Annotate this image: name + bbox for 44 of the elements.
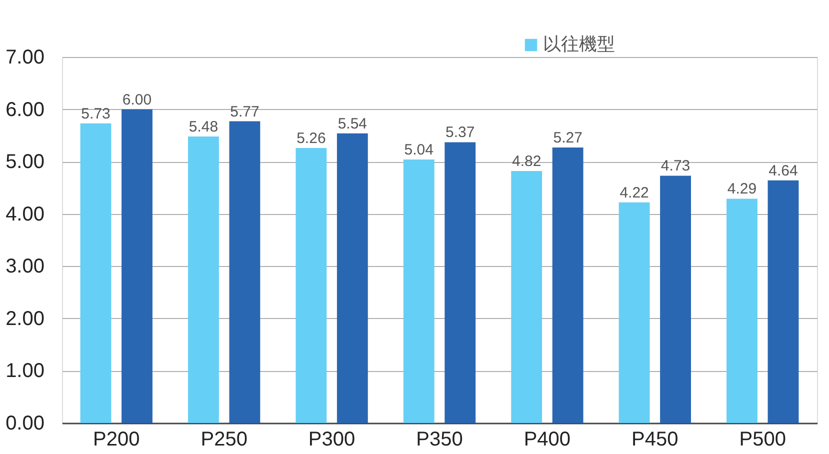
x-tick-label: P200 [93,428,140,450]
x-tick-label: P350 [416,428,463,450]
data-label: 6.00 [122,91,152,108]
bar [444,142,476,423]
bar [511,170,542,423]
bar [296,148,327,423]
bar [660,176,691,423]
x-tick-label: P300 [308,428,356,450]
data-label: 4.73 [660,158,690,175]
data-label: 5.04 [404,141,434,158]
bar [768,180,799,423]
legend-label: 以往機型 [543,34,615,54]
bar [336,133,368,423]
bar [80,123,112,423]
data-label: 5.27 [553,129,582,146]
y-tick-label: 3.00 [6,256,44,278]
y-tick-label: 0.00 [6,412,44,434]
bar [403,159,434,423]
bar [188,136,219,423]
data-label: 4.64 [768,162,798,180]
bar [552,147,584,423]
x-tick-label: P450 [632,428,678,450]
y-tick-label: 4.00 [6,203,44,226]
y-tick-label: 6.00 [6,98,44,121]
x-tick-label: P400 [524,428,571,450]
data-label: 5.73 [81,105,110,122]
x-tick-label: P250 [200,428,248,450]
data-label: 5.37 [446,124,475,142]
y-tick-label: 5.00 [6,151,44,174]
bar [229,121,260,423]
data-label: 5.77 [230,103,260,120]
bar [618,202,650,423]
y-tick-label: 2.00 [6,308,44,330]
data-label: 5.26 [296,130,326,147]
data-label: 5.54 [338,115,368,132]
y-tick-label: 7.00 [6,46,44,68]
data-label: 4.22 [620,184,649,202]
bar [122,109,152,423]
data-label: 4.82 [512,152,542,170]
x-tick-label: P500 [739,428,786,450]
data-label: 4.29 [727,180,757,198]
y-tick-label: 1.00 [6,360,44,382]
data-label: 5.48 [188,118,218,136]
bar [726,198,758,423]
